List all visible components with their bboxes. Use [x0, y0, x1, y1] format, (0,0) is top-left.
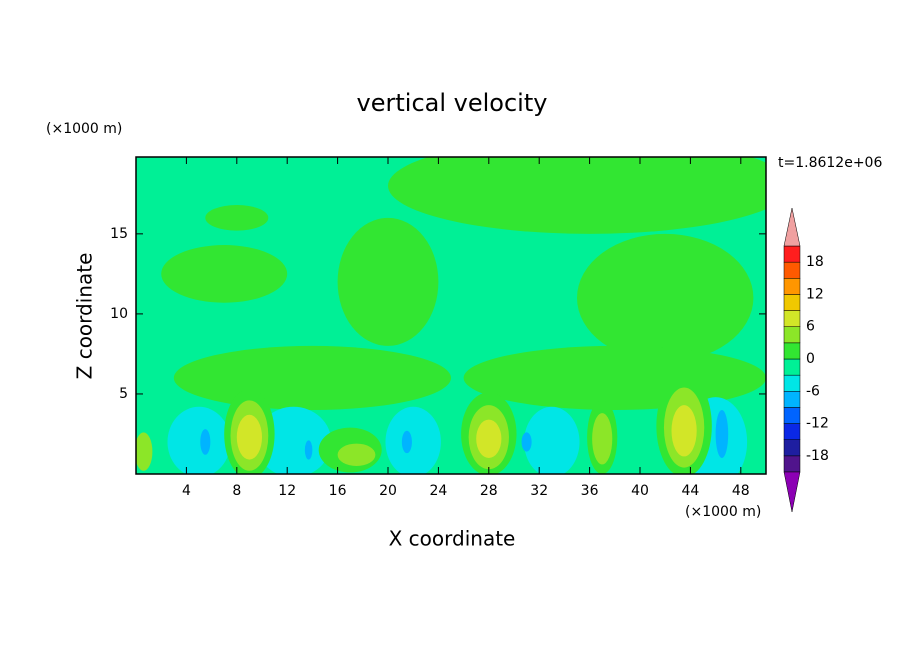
- contour-region: [524, 406, 580, 474]
- contour-region: [167, 406, 231, 474]
- colorbar-box: [783, 391, 801, 408]
- x-tick-label: 36: [581, 483, 599, 499]
- contour-region: [304, 440, 313, 460]
- colorbar-box: [783, 342, 801, 360]
- x-axis-label: X coordinate: [389, 527, 516, 551]
- colorbar-box: [783, 245, 801, 263]
- x-tick-label: 28: [480, 483, 498, 499]
- colorbar-label: -12: [806, 416, 829, 432]
- contour-region: [205, 205, 269, 231]
- x-tick-label: 48: [732, 483, 750, 499]
- colorbar-label: 12: [806, 286, 824, 302]
- contour-region: [385, 406, 441, 474]
- colorbar-box: [783, 439, 801, 457]
- contour-region: [577, 233, 754, 362]
- colorbar-box: [783, 310, 801, 327]
- colorbar-box: [783, 294, 801, 311]
- y-tick-label: 10: [110, 306, 128, 322]
- contour-region: [255, 406, 332, 474]
- colorbar-box: [783, 261, 801, 279]
- colorbar-box: [783, 455, 801, 473]
- x-tick-label: 32: [530, 483, 548, 499]
- contour-region: [715, 409, 729, 458]
- contour-region: [337, 443, 376, 466]
- colorbar-box: [783, 374, 801, 392]
- contour-region: [200, 429, 211, 455]
- colorbar-label: 0: [806, 351, 815, 367]
- contour-region: [173, 345, 451, 410]
- x-tick-label: 24: [429, 483, 447, 499]
- x-tick-label: 20: [379, 483, 397, 499]
- colorbar-box: [783, 326, 801, 344]
- y-axis-label: Z coordinate: [73, 253, 97, 380]
- x-tick-label: 40: [631, 483, 649, 499]
- contour-region: [592, 413, 613, 465]
- contour-field: [136, 157, 766, 474]
- x-tick-label: 4: [182, 483, 191, 499]
- contour-region: [236, 414, 262, 460]
- contour-region: [476, 419, 502, 458]
- y-tick-label: 5: [119, 386, 128, 402]
- colorbar-under: [783, 471, 801, 513]
- x-tick-label: 16: [329, 483, 347, 499]
- contour-region: [161, 245, 288, 303]
- x-tick-label: 12: [278, 483, 296, 499]
- colorbar-box: [783, 278, 801, 295]
- colorbar-label: 18: [806, 254, 824, 270]
- colorbar-over: [783, 207, 801, 247]
- colorbar-box: [783, 423, 801, 440]
- plot-frame: [135, 156, 767, 475]
- colorbar-box: [783, 407, 801, 424]
- x-tick-label: 44: [681, 483, 699, 499]
- contour-region: [671, 405, 697, 457]
- chart-title: vertical velocity: [357, 89, 548, 117]
- contour-region: [401, 430, 412, 454]
- time-label: t=1.8612e+06: [778, 155, 882, 171]
- contour-region: [388, 157, 766, 234]
- colorbar-label: -6: [806, 383, 820, 399]
- colorbar-label: 6: [806, 319, 815, 335]
- colorbar-box: [783, 358, 801, 376]
- x-unit: (×1000 m): [685, 504, 761, 520]
- y-unit: (×1000 m): [46, 121, 122, 137]
- y-tick-label: 15: [110, 226, 128, 242]
- contour-region: [337, 217, 439, 346]
- x-tick-label: 8: [232, 483, 241, 499]
- colorbar-label: -18: [806, 448, 829, 464]
- contour-region: [136, 432, 153, 471]
- contour-region: [521, 432, 532, 452]
